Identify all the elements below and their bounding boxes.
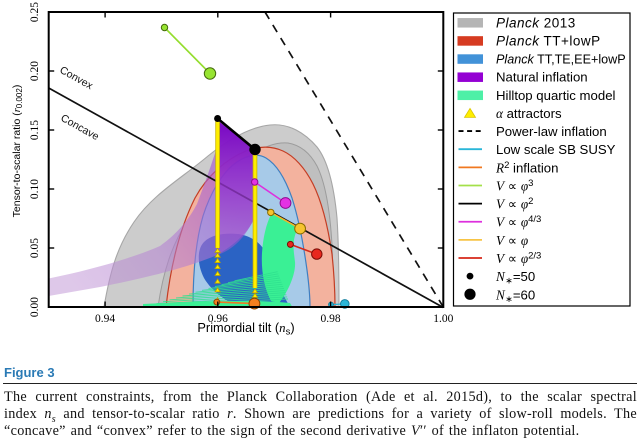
svg-text:Planck TT+lowP: Planck TT+lowP [496,33,601,48]
svg-text:0.10: 0.10 [29,179,41,199]
svg-text:V ∝ φ2: V ∝ φ2 [496,196,533,212]
svg-text:0.98: 0.98 [321,313,341,325]
svg-text:0.20: 0.20 [29,61,41,81]
svg-text:α attractors: α attractors [496,106,562,121]
svg-text:Low scale SB SUSY: Low scale SB SUSY [496,142,616,157]
svg-text:Tensor-to-scalar ratio (r0.002: Tensor-to-scalar ratio (r0.002) [11,85,24,218]
svg-text:N∗=60: N∗=60 [495,287,535,304]
svg-text:V ∝ φ3: V ∝ φ3 [496,178,533,194]
svg-text:Concave: Concave [59,112,101,143]
svg-text:0.25: 0.25 [29,2,41,22]
svg-text:0.15: 0.15 [29,120,41,140]
svg-text:0.05: 0.05 [29,238,41,258]
svg-text:R2 inflation: R2 inflation [495,160,558,176]
svg-text:0.94: 0.94 [95,313,115,325]
svg-text:N∗=50: N∗=50 [495,269,535,286]
svg-text:Power-law inflation: Power-law inflation [496,124,607,139]
svg-text:0.00: 0.00 [29,297,41,317]
svg-text:Planck 2013: Planck 2013 [496,15,576,30]
svg-text:V ∝ φ: V ∝ φ [496,233,528,248]
svg-text:Convex: Convex [58,64,96,92]
svg-text:1.00: 1.00 [433,313,453,325]
svg-text:Planck TT,TE,EE+lowP: Planck TT,TE,EE+lowP [496,53,626,67]
svg-text:Hilltop quartic model: Hilltop quartic model [496,88,616,103]
svg-text:Primordial tilt (ns): Primordial tilt (ns) [197,320,294,338]
svg-text:0.96: 0.96 [208,313,228,325]
svg-text:Natural inflation: Natural inflation [496,70,588,85]
